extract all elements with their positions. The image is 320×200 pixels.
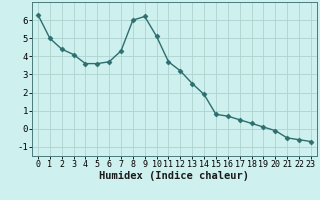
X-axis label: Humidex (Indice chaleur): Humidex (Indice chaleur) <box>100 171 249 181</box>
